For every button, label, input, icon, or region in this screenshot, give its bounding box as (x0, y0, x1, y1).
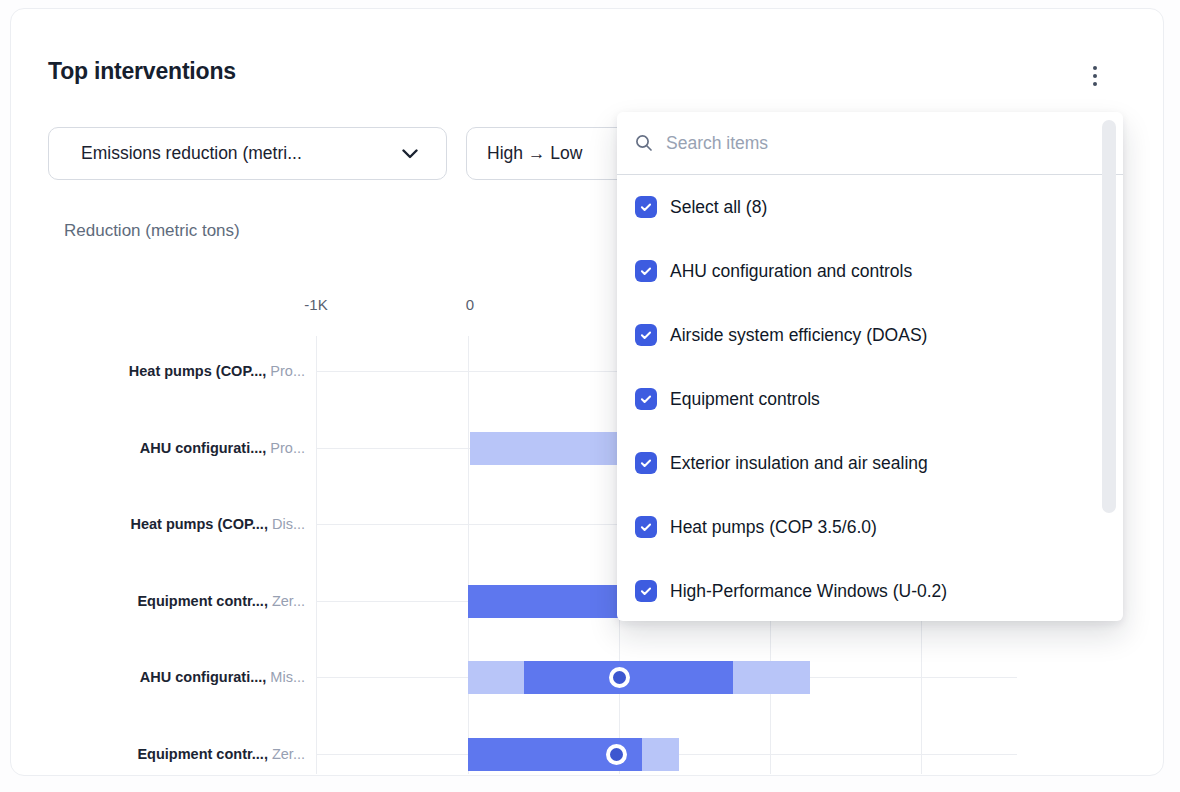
search-input[interactable] (664, 132, 1123, 155)
range-bar-extent[interactable] (468, 661, 524, 694)
chevron-down-icon (402, 143, 418, 164)
dropdown-item[interactable]: AHU configuration and controls (617, 239, 1123, 303)
dropdown-item-list: Select all (8) AHU configuration and cont… (617, 175, 1123, 621)
checkbox-checked-icon[interactable] (635, 580, 657, 602)
kebab-dot (1093, 74, 1097, 78)
estimate-marker[interactable] (606, 744, 627, 765)
dropdown-item-label: Heat pumps (COP 3.5/6.0) (670, 517, 877, 538)
dropdown-item[interactable]: High-Performance Windows (U-0.2) (617, 559, 1123, 621)
x-axis-tick-label: 0 (440, 296, 500, 313)
y-axis-category-label: AHU configurati..., Pro... (50, 437, 305, 459)
y-axis-category-label: AHU configurati..., Mis... (50, 666, 305, 688)
dropdown-item-label: Exterior insulation and air sealing (670, 453, 928, 474)
category-name: AHU configurati..., (140, 669, 266, 685)
category-scenario: Zer... (268, 593, 305, 609)
checkbox-checked-icon[interactable] (635, 516, 657, 538)
category-scenario: Pro... (266, 363, 305, 379)
dropdown-item-label: Select all (8) (670, 197, 767, 218)
category-name: Heat pumps (COP..., (129, 363, 267, 379)
page-title: Top interventions (48, 58, 236, 85)
dropdown-item-label: Airside system efficiency (DOAS) (670, 325, 927, 346)
metric-select-value: Emissions reduction (metri... (81, 143, 302, 164)
checkbox-checked-icon[interactable] (635, 452, 657, 474)
checkbox-checked-icon[interactable] (635, 260, 657, 282)
filter-dropdown-panel: Select all (8) AHU configuration and cont… (617, 112, 1123, 621)
estimate-marker[interactable] (609, 667, 630, 688)
dropdown-item-select-all[interactable]: Select all (8) (617, 175, 1123, 239)
sort-select-value: High → Low (487, 143, 582, 164)
category-scenario: Zer... (268, 746, 305, 762)
dropdown-item-label: AHU configuration and controls (670, 261, 912, 282)
metric-select[interactable]: Emissions reduction (metri... (48, 127, 447, 180)
dropdown-item[interactable]: Equipment controls (617, 367, 1123, 431)
y-axis-category-label: Equipment contr..., Zer... (50, 743, 305, 765)
chart-gridline-vertical (316, 336, 317, 774)
category-name: Heat pumps (COP..., (130, 516, 268, 532)
kebab-dot (1093, 66, 1097, 70)
range-bar-extent[interactable] (470, 432, 618, 465)
screen: Top interventions Emissions reduction (m… (0, 0, 1180, 792)
category-scenario: Mis... (266, 669, 305, 685)
dropdown-item-label: Equipment controls (670, 389, 820, 410)
y-axis-category-label: Heat pumps (COP..., Dis... (50, 513, 305, 535)
checkbox-checked-icon[interactable] (635, 324, 657, 346)
kebab-dot (1093, 82, 1097, 86)
scrollbar-thumb[interactable] (1102, 120, 1116, 513)
range-bar-extent[interactable] (642, 738, 678, 771)
range-bar-core[interactable] (468, 585, 618, 618)
dropdown-item[interactable]: Exterior insulation and air sealing (617, 431, 1123, 495)
y-axis-category-label: Equipment contr..., Zer... (50, 590, 305, 612)
category-scenario: Pro... (266, 440, 305, 456)
dropdown-search-row (617, 112, 1123, 174)
category-name: Equipment contr..., (137, 593, 268, 609)
range-bar-extent[interactable] (733, 661, 810, 694)
chart-axis-title: Reduction (metric tons) (64, 221, 240, 241)
dropdown-item[interactable]: Airside system efficiency (DOAS) (617, 303, 1123, 367)
dropdown-item[interactable]: Heat pumps (COP 3.5/6.0) (617, 495, 1123, 559)
category-scenario: Dis... (268, 516, 305, 532)
category-name: AHU configurati..., (140, 440, 266, 456)
dropdown-item-label: High-Performance Windows (U-0.2) (670, 581, 947, 602)
checkbox-checked-icon[interactable] (635, 196, 657, 218)
y-axis-category-label: Heat pumps (COP..., Pro... (50, 360, 305, 382)
search-icon (635, 134, 653, 152)
x-axis-tick-label: -1K (286, 296, 346, 313)
chart-gridline-vertical (468, 336, 469, 774)
checkbox-checked-icon[interactable] (635, 388, 657, 410)
category-name: Equipment contr..., (137, 746, 268, 762)
more-options-button[interactable] (1083, 60, 1107, 92)
